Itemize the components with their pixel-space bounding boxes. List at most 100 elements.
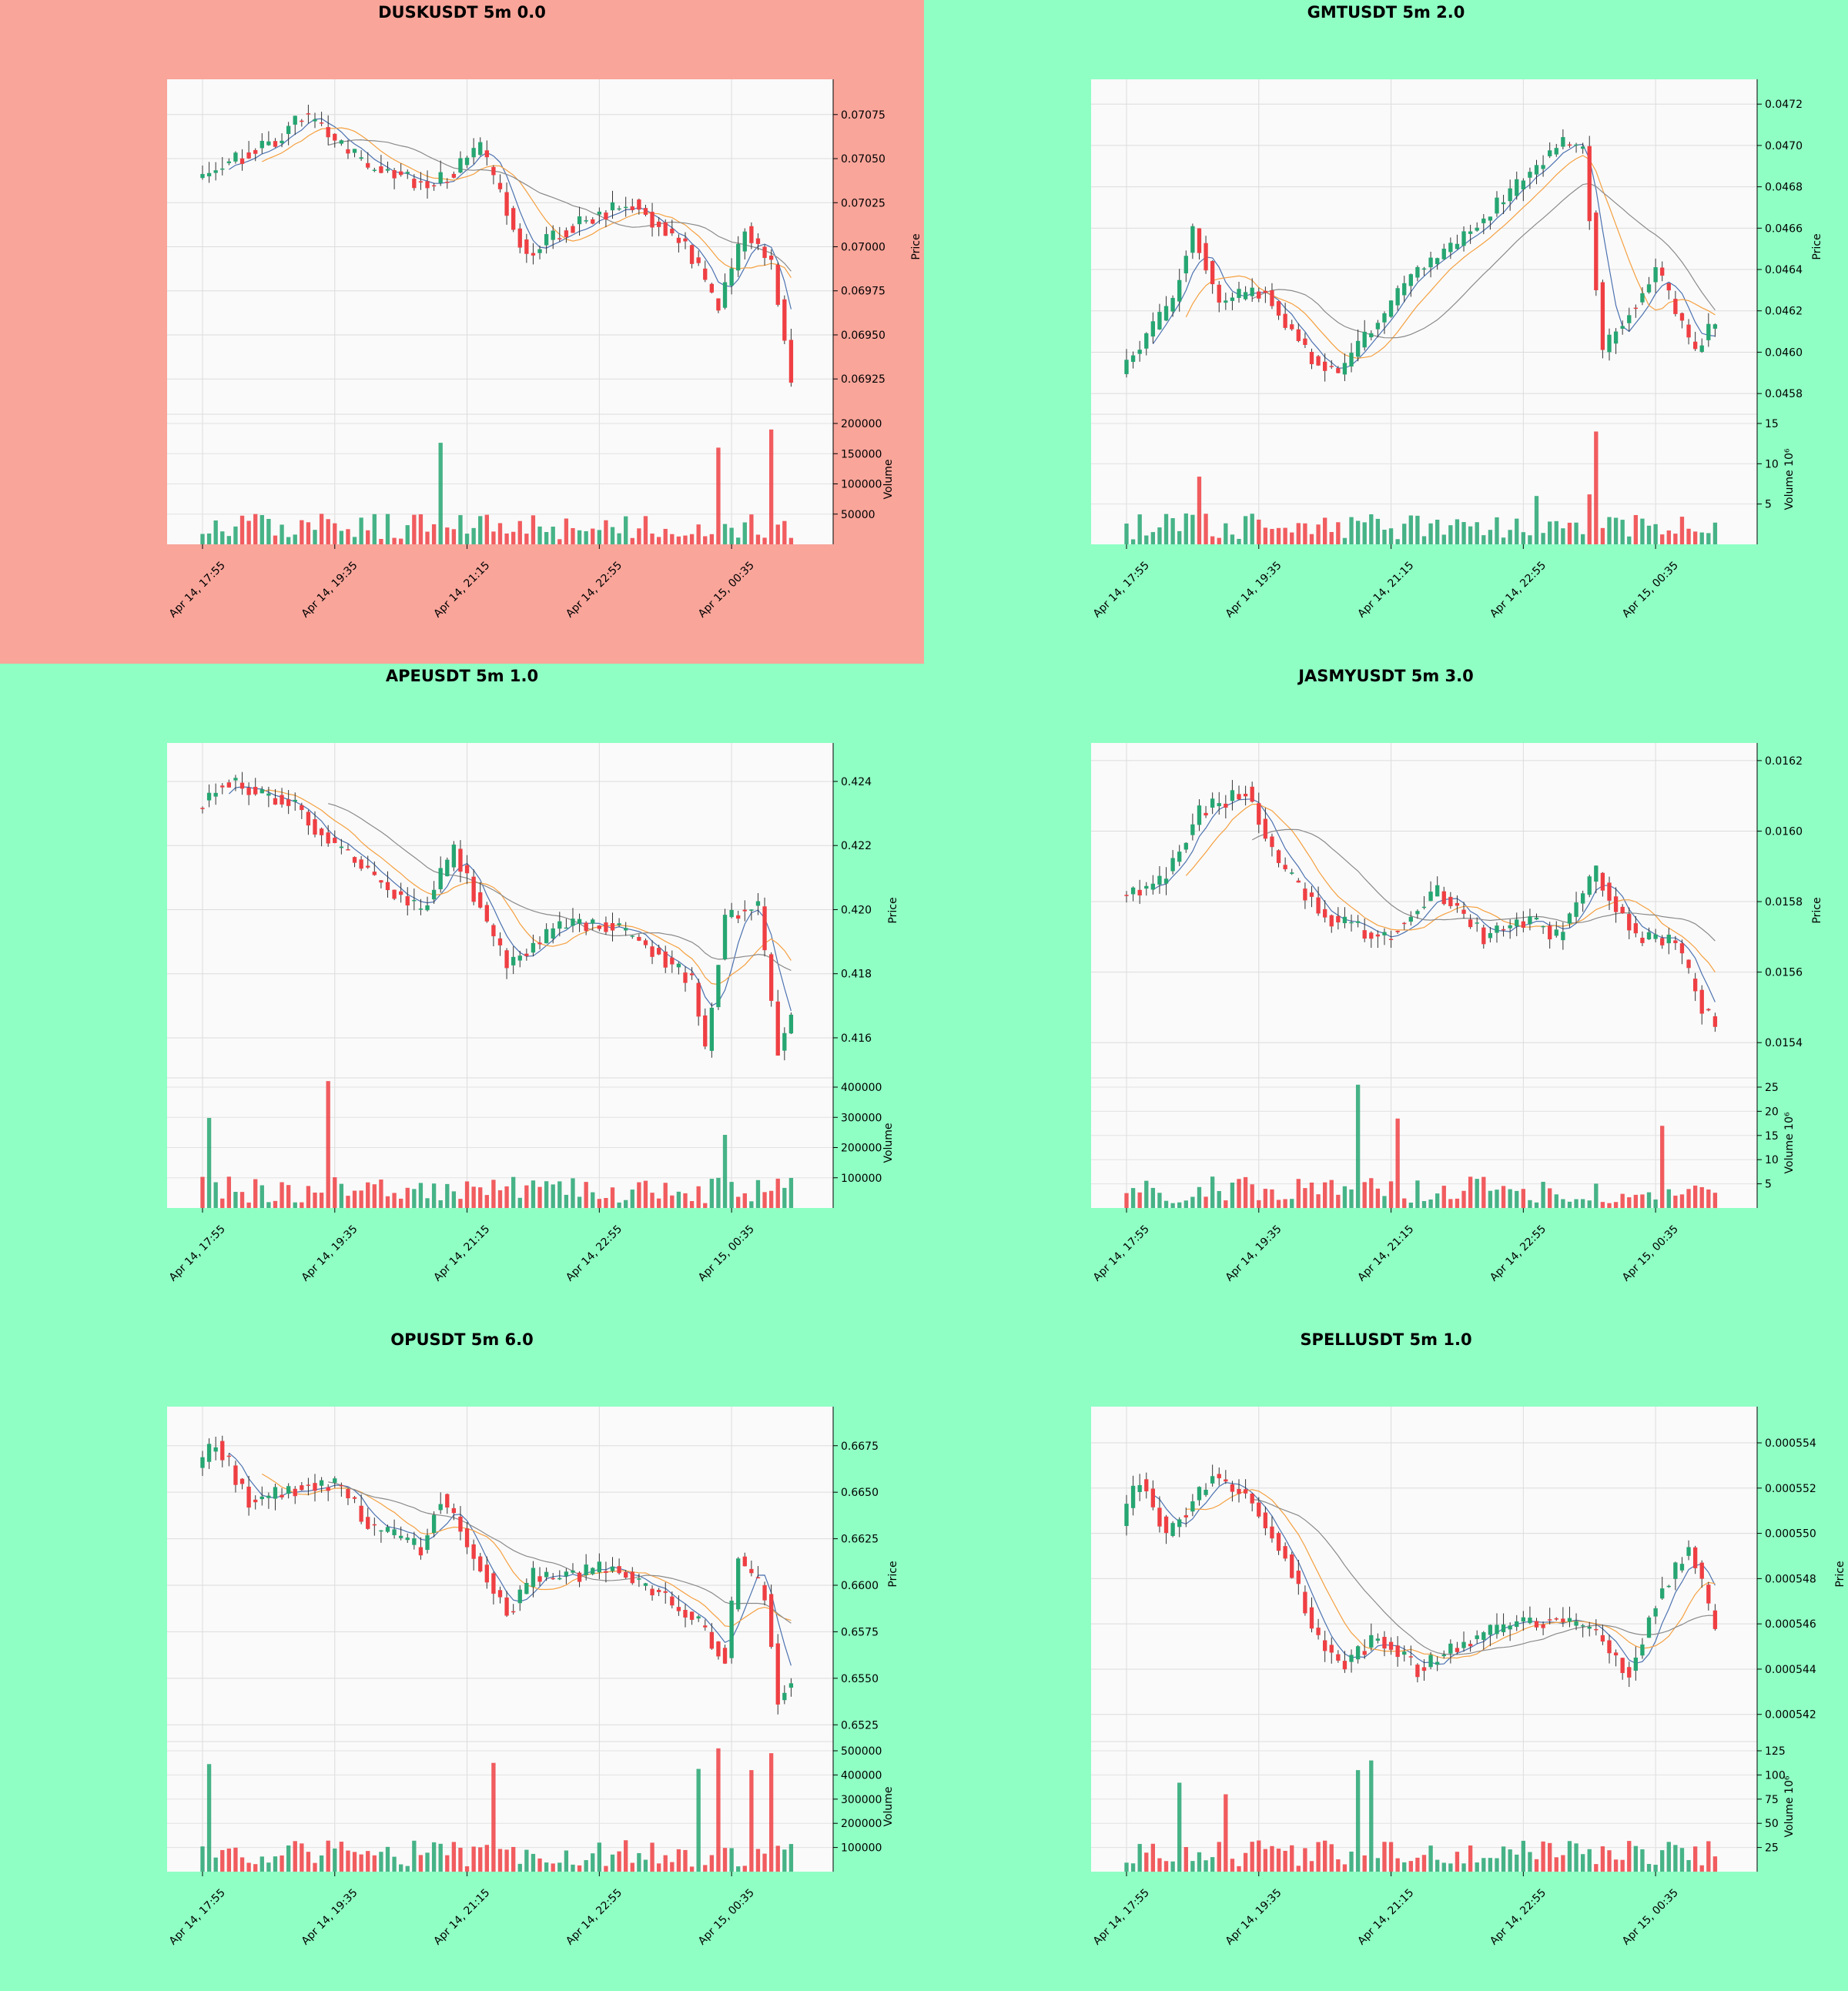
candle xyxy=(670,219,675,236)
candle-body xyxy=(1395,1645,1400,1658)
volume-bar xyxy=(775,1178,780,1208)
candle-body xyxy=(531,253,536,256)
candle xyxy=(1448,1639,1453,1664)
volume-bar xyxy=(1157,1858,1162,1872)
volume-bar xyxy=(1455,519,1460,544)
candle-body xyxy=(557,921,562,929)
volume-bar xyxy=(782,520,787,544)
candle-body xyxy=(319,122,324,124)
candle xyxy=(1501,925,1506,937)
candle xyxy=(352,856,357,868)
candle xyxy=(1204,1483,1208,1497)
price-tick-label: 0.000546 xyxy=(1765,1618,1816,1631)
candle xyxy=(1574,142,1578,153)
candle xyxy=(1580,142,1585,154)
candle xyxy=(1144,1472,1149,1499)
volume-bar xyxy=(379,1852,383,1872)
volume-bar xyxy=(359,517,363,544)
candle-body xyxy=(775,1643,780,1705)
volume-bar xyxy=(458,515,463,544)
candle-body xyxy=(1237,1488,1241,1494)
volume-bar xyxy=(1646,1863,1652,1872)
volume-bar xyxy=(511,1846,516,1872)
volume-bar xyxy=(604,520,608,544)
candle-body xyxy=(1646,284,1652,293)
candle xyxy=(1666,283,1671,299)
candle-body xyxy=(1574,1621,1578,1626)
volume-bar xyxy=(1137,1844,1142,1872)
volume-bar xyxy=(676,1849,681,1872)
candle xyxy=(537,936,542,950)
candle xyxy=(650,940,654,965)
volume-bar xyxy=(1177,1782,1182,1872)
chart-panel: SPELLUSDT 5m 1.0 0.000554 0.000552 0.000550… xyxy=(924,1327,1848,1991)
price-tick-label: 0.6600 xyxy=(841,1580,879,1592)
candle xyxy=(1574,892,1578,924)
candle xyxy=(1534,159,1539,185)
volume-bar xyxy=(1640,1849,1645,1872)
candle xyxy=(1157,303,1162,330)
price-tick-label: 0.0156 xyxy=(1765,967,1803,979)
candle xyxy=(768,249,774,270)
candle xyxy=(1210,792,1215,815)
volume-bar xyxy=(1495,1858,1499,1872)
chart-title: APEUSDT 5m 1.0 xyxy=(385,667,539,685)
candle-body xyxy=(1395,288,1400,306)
volume-bar xyxy=(782,1187,787,1208)
candle-body xyxy=(749,909,754,911)
candle-body xyxy=(1124,895,1129,896)
volume-bar xyxy=(1495,1190,1499,1208)
volume-bar xyxy=(379,538,383,544)
candle-body xyxy=(1515,1621,1519,1628)
candle-body xyxy=(1653,1608,1658,1617)
candle-body xyxy=(1323,908,1327,918)
candle xyxy=(1150,312,1156,344)
volume-bar xyxy=(768,1190,774,1208)
candle xyxy=(1217,1467,1221,1486)
volume-bar xyxy=(233,1847,238,1872)
candle xyxy=(1521,1611,1525,1631)
volume-bar xyxy=(253,1864,258,1872)
plot-area xyxy=(1091,79,1757,544)
candle xyxy=(1594,210,1599,296)
candle xyxy=(676,1595,681,1616)
candle xyxy=(1177,845,1182,866)
volume-bar xyxy=(220,531,225,544)
candle-body xyxy=(742,231,747,252)
candle-body xyxy=(484,905,489,922)
candle-body xyxy=(220,785,225,788)
candle-body xyxy=(1290,872,1294,874)
candle-body xyxy=(372,169,377,171)
candle-body xyxy=(591,219,595,224)
volume-bar xyxy=(504,1186,509,1208)
candle-body xyxy=(1130,355,1136,362)
candle xyxy=(1395,285,1400,311)
chart-title: GMTUSDT 5m 2.0 xyxy=(1307,3,1465,22)
volume-bar xyxy=(306,522,311,544)
volume-bar xyxy=(1692,1185,1698,1208)
volume-bar xyxy=(524,1185,529,1208)
candle xyxy=(557,1570,562,1581)
candle-body xyxy=(1421,906,1427,908)
volume-bar xyxy=(1679,1848,1685,1872)
candle xyxy=(511,206,516,233)
volume-bar xyxy=(273,1856,278,1872)
x-tick-label: Apr 14, 22:55 xyxy=(1488,560,1548,621)
candle xyxy=(1692,331,1698,351)
candle-body xyxy=(1501,1624,1506,1632)
candle-body xyxy=(1428,1655,1433,1668)
candle-body xyxy=(1303,1591,1307,1614)
candle-body xyxy=(1699,1562,1704,1579)
candle xyxy=(1706,313,1711,347)
candle xyxy=(1375,320,1381,338)
candle xyxy=(445,857,450,877)
volume-bar xyxy=(709,1855,715,1872)
volume-bar xyxy=(1163,1861,1169,1872)
candle xyxy=(689,244,695,269)
volume-bar xyxy=(564,1194,569,1208)
candle xyxy=(1627,307,1632,332)
candle-body xyxy=(497,182,503,189)
x-tick-label: Apr 14, 17:55 xyxy=(1091,1223,1152,1284)
candle xyxy=(1204,805,1208,818)
candle xyxy=(1157,865,1162,894)
